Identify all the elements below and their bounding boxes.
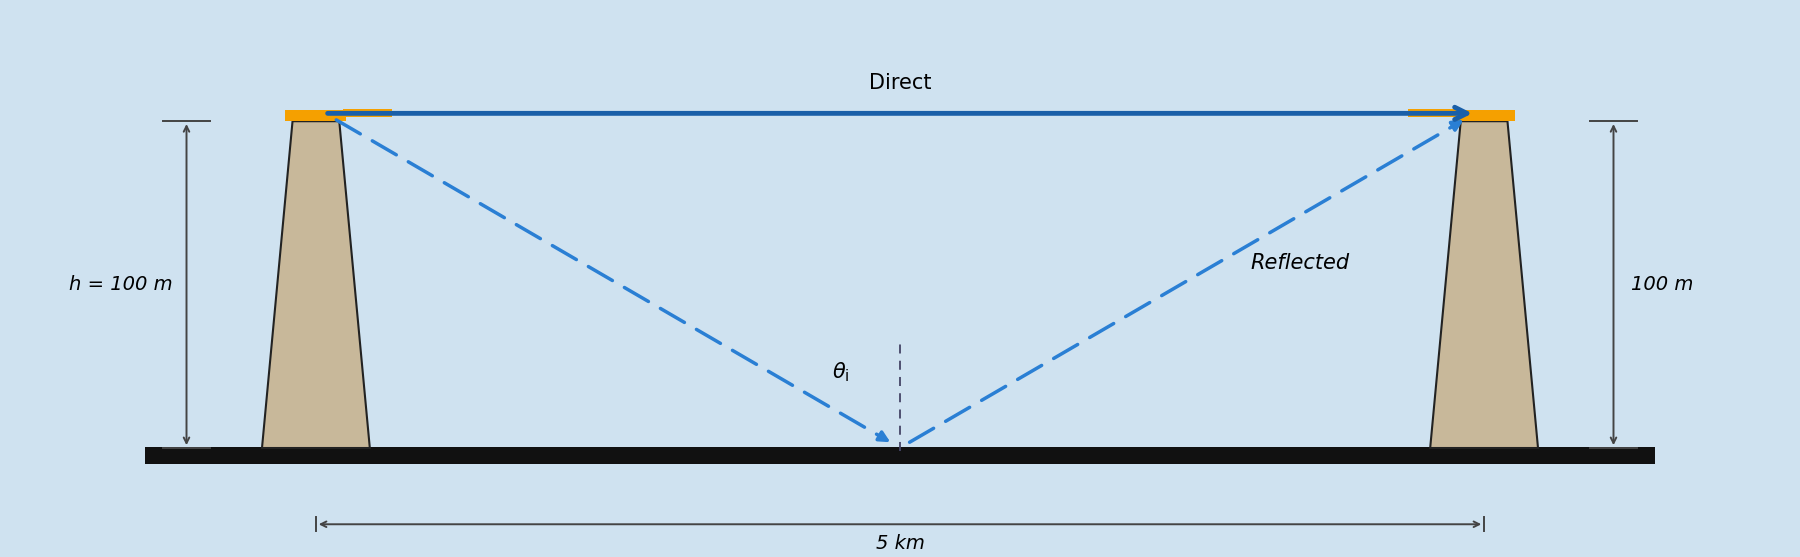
Text: Direct: Direct: [869, 74, 931, 94]
FancyBboxPatch shape: [146, 447, 1654, 465]
FancyBboxPatch shape: [342, 109, 392, 117]
Polygon shape: [1431, 121, 1537, 448]
FancyBboxPatch shape: [1454, 110, 1514, 121]
Text: Reflected: Reflected: [1251, 253, 1350, 273]
Text: h = 100 m: h = 100 m: [68, 275, 173, 294]
FancyBboxPatch shape: [286, 110, 346, 121]
Text: $\theta_{\rm i}$: $\theta_{\rm i}$: [832, 360, 850, 384]
Polygon shape: [263, 121, 369, 448]
FancyBboxPatch shape: [1408, 109, 1458, 117]
Text: 100 m: 100 m: [1631, 275, 1694, 294]
Text: 5 km: 5 km: [875, 534, 925, 553]
